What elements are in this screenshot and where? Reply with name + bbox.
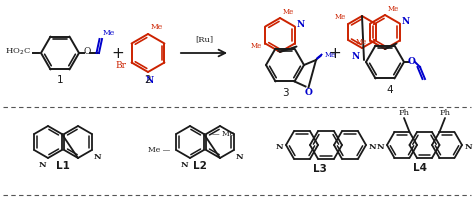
Text: Me: Me bbox=[283, 8, 294, 16]
Text: 1: 1 bbox=[57, 75, 64, 85]
Text: L1: L1 bbox=[56, 161, 70, 171]
Text: N: N bbox=[94, 153, 101, 161]
Text: Me —: Me — bbox=[148, 146, 170, 154]
Text: 2: 2 bbox=[145, 75, 151, 85]
Text: N: N bbox=[297, 20, 305, 29]
Text: 4: 4 bbox=[387, 85, 393, 95]
Text: Me: Me bbox=[151, 23, 163, 31]
Text: N: N bbox=[465, 143, 473, 151]
Text: L3: L3 bbox=[313, 164, 327, 174]
Text: N: N bbox=[236, 153, 244, 161]
Text: Me: Me bbox=[335, 13, 346, 21]
Text: HO$_2$C: HO$_2$C bbox=[5, 47, 31, 57]
Text: +: + bbox=[111, 46, 124, 60]
Text: N: N bbox=[352, 52, 360, 61]
Text: Ph: Ph bbox=[399, 109, 410, 117]
Text: N: N bbox=[181, 161, 188, 169]
Text: L4: L4 bbox=[413, 163, 427, 173]
Text: L2: L2 bbox=[193, 161, 207, 171]
Text: O: O bbox=[408, 58, 416, 66]
Text: Me: Me bbox=[251, 42, 262, 49]
Text: — Me: — Me bbox=[212, 130, 235, 138]
Text: Br: Br bbox=[116, 61, 127, 70]
Text: Me: Me bbox=[356, 38, 367, 46]
Text: Ph: Ph bbox=[439, 109, 450, 117]
Text: O: O bbox=[83, 47, 91, 56]
Text: N: N bbox=[402, 17, 410, 26]
Text: Me: Me bbox=[103, 29, 115, 37]
Text: [Ru]: [Ru] bbox=[195, 35, 213, 43]
Text: +: + bbox=[328, 46, 341, 60]
Text: N: N bbox=[369, 143, 377, 151]
Text: Me: Me bbox=[325, 51, 336, 59]
Text: 3: 3 bbox=[282, 88, 288, 98]
Text: O: O bbox=[305, 88, 312, 97]
Text: N: N bbox=[146, 76, 154, 85]
Text: N: N bbox=[376, 143, 384, 151]
Polygon shape bbox=[316, 54, 322, 60]
Text: Me: Me bbox=[388, 5, 399, 13]
Text: N: N bbox=[38, 161, 46, 169]
Text: N: N bbox=[275, 143, 283, 151]
